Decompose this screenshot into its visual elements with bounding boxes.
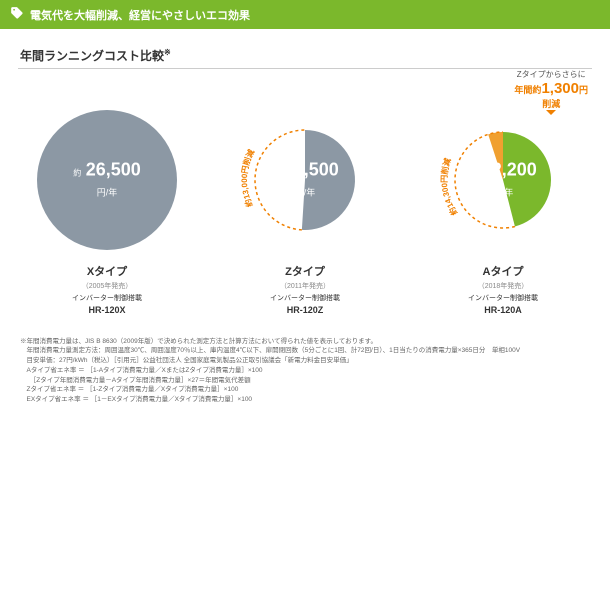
chart-x: 約 26,500円/年 Xタイプ（2005年発売）インバーター制御搭載HR-120… [10,105,204,317]
chart-caption: Zタイプ（2011年発売）インバーター制御搭載HR-120Z [208,265,402,317]
chart-z: 約13,000円削減約 13,500円/年 Zタイプ（2011年発売）インバーター… [208,105,402,317]
pie-center-label: 約 12,200円/年 [466,160,541,201]
savings-callout: Zタイプからさらに 年間約1,300円 削減 [514,69,588,110]
banner-text: 電気代を大幅削減、経営にやさしいエコ効果 [30,7,250,23]
chart-a: 約14,300円削減約 12,200円/年 Aタイプ（2018年発売）インバーター… [406,105,600,317]
svg-text:約14,300円削減: 約14,300円削減 [439,157,459,217]
eco-banner: 電気代を大幅削減、経営にやさしいエコ効果 [0,0,610,29]
pie-center-label: 約 13,500円/年 [268,160,343,201]
section-title: 年間ランニングコスト比較※ [20,47,610,64]
chart-caption: Aタイプ（2018年発売）インバーター制御搭載HR-120A [406,265,600,317]
pie-center-label: 約 26,500円/年 [70,160,145,201]
footnote: ※年間消費電力量は、JIS B 8630（2009年版）で決められた測定方法と計… [0,327,610,425]
tag-icon [10,6,24,23]
charts-region: Zタイプからさらに 年間約1,300円 削減 約 26,500円/年 Xタイプ（2… [0,69,610,327]
svg-text:約13,000円削減: 約13,000円削減 [240,148,256,209]
chart-caption: Xタイプ（2005年発売）インバーター制御搭載HR-120X [10,265,204,317]
